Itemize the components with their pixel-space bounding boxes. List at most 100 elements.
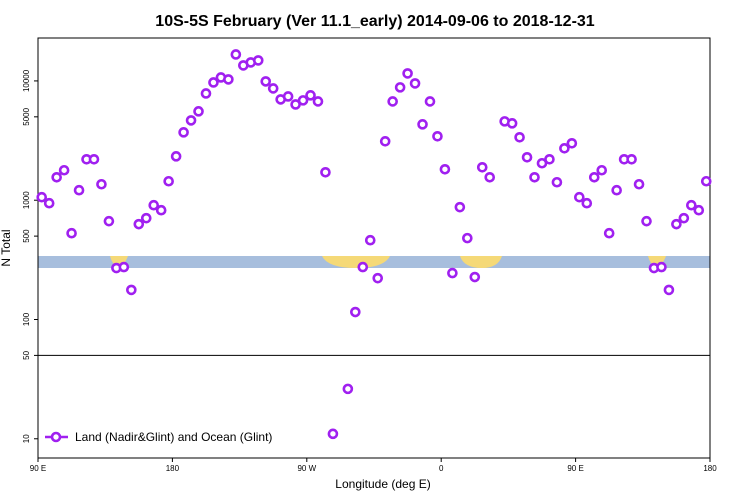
data-point [447,267,458,279]
data-point [439,163,451,175]
data-point [693,204,705,216]
data-point [193,106,204,117]
data-point [559,143,570,154]
x-tick-label: 180 [166,464,180,473]
data-point [327,428,339,440]
data-point [118,261,130,273]
data-point [409,78,421,89]
y-tick-label: 500 [22,229,31,243]
data-point [88,153,100,165]
plot-frame [37,37,711,459]
data-point [126,284,137,296]
data-point [417,119,428,130]
y-tick-label: 10000 [22,69,31,92]
data-point [73,184,85,196]
y-tick-label: 100 [22,312,31,326]
data-point [521,151,533,163]
data-point [252,55,264,66]
data-point [312,96,324,107]
data-point [484,171,496,183]
data-point [178,127,189,138]
data-point [155,204,167,216]
data-point [282,91,294,102]
data-point [454,201,466,213]
data-point [320,166,331,178]
data-point [574,191,585,203]
data-point [350,306,361,318]
x-axis-label: Longitude (deg E) [335,477,430,491]
legend-entry: Land (Nadir&Glint) and Ocean (Glint) [45,430,272,444]
data-point [185,115,197,126]
data-point [641,215,652,227]
data-point [342,383,354,395]
data-point [103,215,115,227]
data-point [633,178,645,190]
data-point [305,90,316,101]
data-point [656,261,667,273]
data-point [208,77,219,88]
data-point [603,227,615,239]
data-point [140,212,152,224]
data-point [364,234,376,246]
data-point [626,153,637,165]
data-point [372,272,384,284]
y-tick-label: 10 [22,434,31,443]
x-tick-label: 90 E [567,464,583,473]
data-point [514,132,525,143]
data-point [529,171,540,183]
legend-label: Land (Nadir&Glint) and Ocean (Glint) [75,430,272,444]
data-point [357,261,369,273]
data-point [133,218,145,230]
y-axis-label: N Total [0,229,13,266]
data-point [43,197,55,209]
data-point [588,171,600,183]
data-point [462,232,473,244]
x-tick-label: 180 [703,464,717,473]
data-point [290,99,301,110]
data-point [611,184,622,196]
data-point [678,212,690,224]
data-point [387,96,398,107]
data-point [230,49,242,60]
y-tick-label: 1000 [22,191,31,209]
data-point [51,171,62,183]
chart-title: 10S-5S February (Ver 11.1_early) 2014-09… [155,13,594,30]
data-point [476,161,488,173]
data-point [36,191,48,203]
data-point [66,227,77,239]
data-point [432,130,443,142]
map-strip [38,256,710,268]
data-point [469,271,481,283]
legend-marker [50,431,62,443]
data-point [551,176,563,188]
data-point [394,82,406,93]
x-tick-label: 90 E [30,464,46,473]
data-point [700,175,712,187]
data-point [96,178,107,190]
data-point [297,95,309,106]
data-point [267,83,279,94]
y-tick-label: 50 [22,350,31,359]
data-point [686,199,697,211]
data-point [663,284,675,296]
data-point [506,118,518,129]
data-point [544,153,555,165]
data-point [163,175,174,187]
data-point [260,76,272,87]
data-point [424,96,436,107]
data-point [170,151,182,162]
data-point [200,88,212,99]
data-point [402,68,413,79]
x-tick-label: 0 [439,464,444,473]
y-tick-label: 5000 [22,107,31,125]
data-point [379,136,391,147]
data-point [566,137,578,149]
x-tick-label: 90 W [297,464,316,473]
data-point [671,218,682,230]
data-point [223,74,234,85]
data-point [148,199,160,211]
data-point [581,197,593,209]
data-point [58,164,70,176]
data-point [596,164,608,176]
